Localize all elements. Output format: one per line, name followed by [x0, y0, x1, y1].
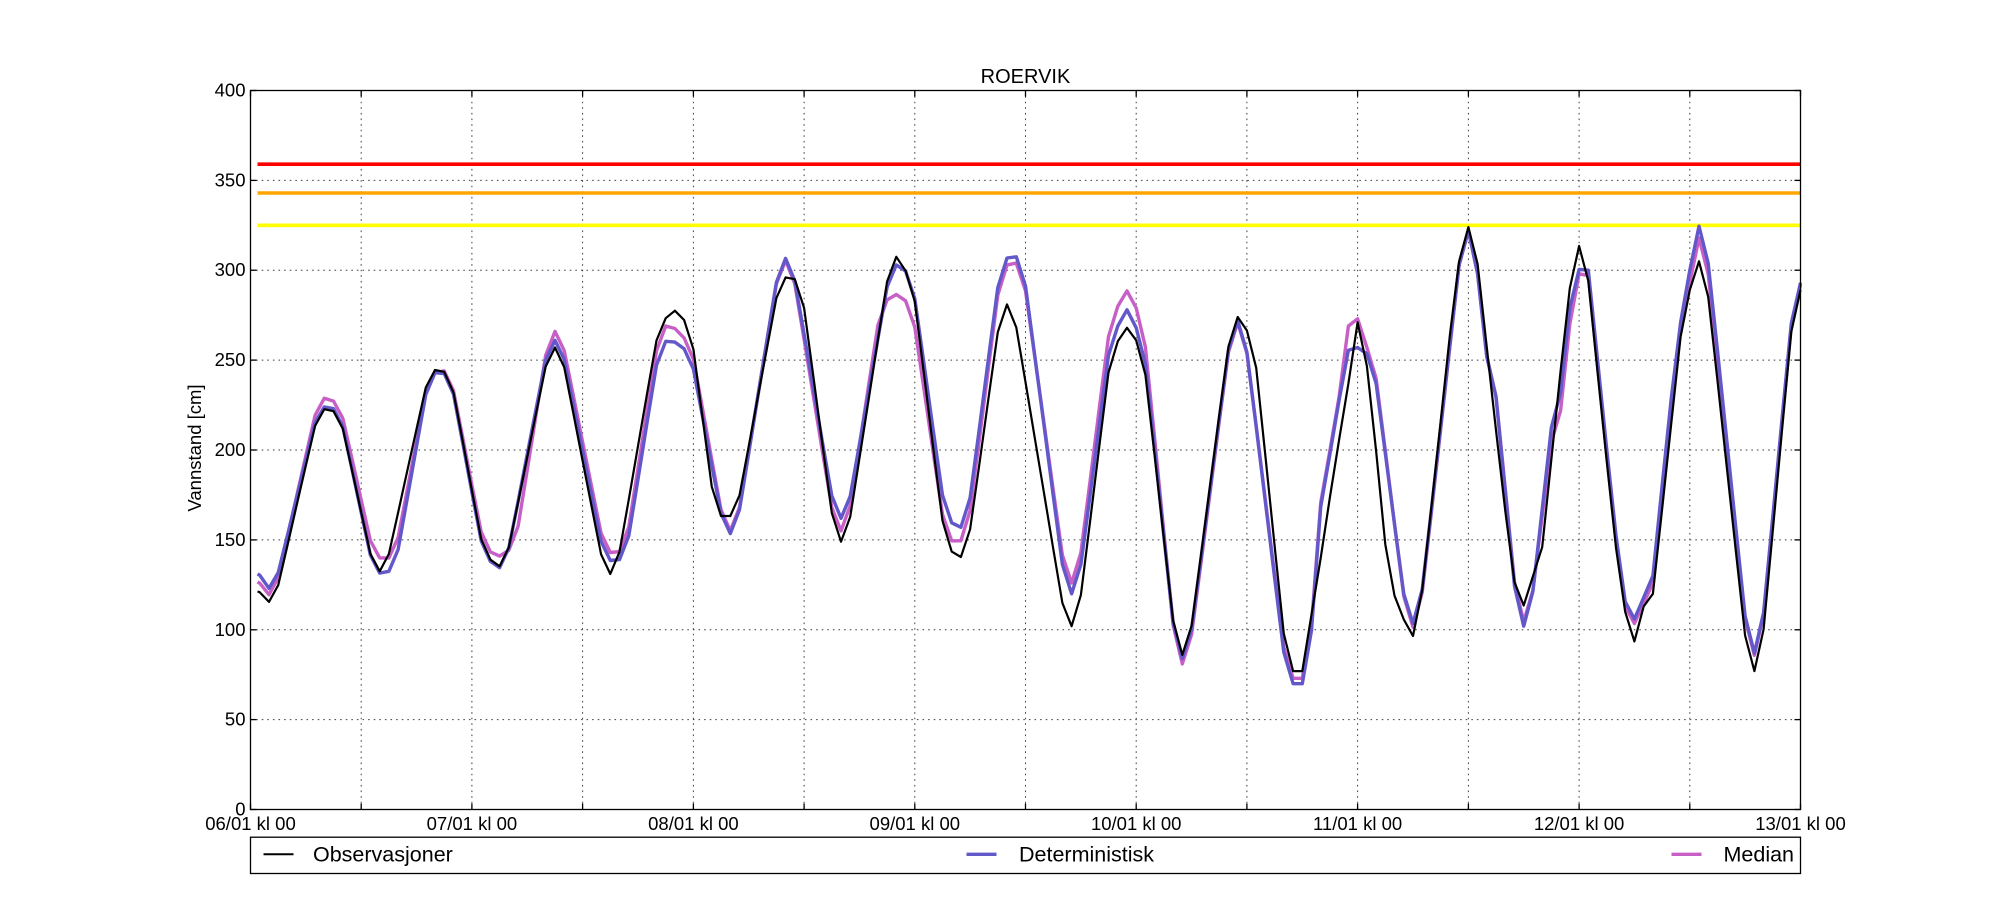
- svg-text:12/01 kl 00: 12/01 kl 00: [1534, 813, 1625, 834]
- svg-text:Median: Median: [1724, 843, 1795, 867]
- svg-text:13/01 kl 00: 13/01 kl 00: [1755, 813, 1846, 834]
- svg-text:07/01 kl 00: 07/01 kl 00: [427, 813, 518, 834]
- svg-text:06/01 kl 00: 06/01 kl 00: [205, 813, 296, 834]
- svg-text:100: 100: [215, 619, 246, 640]
- svg-text:ROERVIK: ROERVIK: [981, 66, 1071, 88]
- svg-text:09/01 kl 00: 09/01 kl 00: [870, 813, 961, 834]
- svg-text:08/01 kl 00: 08/01 kl 00: [648, 813, 739, 834]
- svg-text:11/01 kl 00: 11/01 kl 00: [1313, 813, 1402, 834]
- svg-text:10/01 kl 00: 10/01 kl 00: [1091, 813, 1182, 834]
- svg-text:Deterministisk: Deterministisk: [1019, 843, 1154, 867]
- svg-text:350: 350: [215, 169, 246, 190]
- svg-text:Observasjoner: Observasjoner: [313, 843, 453, 867]
- svg-text:150: 150: [215, 529, 246, 550]
- svg-text:200: 200: [215, 439, 246, 460]
- svg-text:0: 0: [235, 799, 245, 820]
- svg-text:Vannstand [cm]: Vannstand [cm]: [184, 384, 205, 511]
- svg-text:50: 50: [225, 709, 246, 730]
- svg-text:250: 250: [215, 349, 246, 370]
- svg-text:300: 300: [215, 259, 246, 280]
- svg-text:400: 400: [215, 80, 246, 101]
